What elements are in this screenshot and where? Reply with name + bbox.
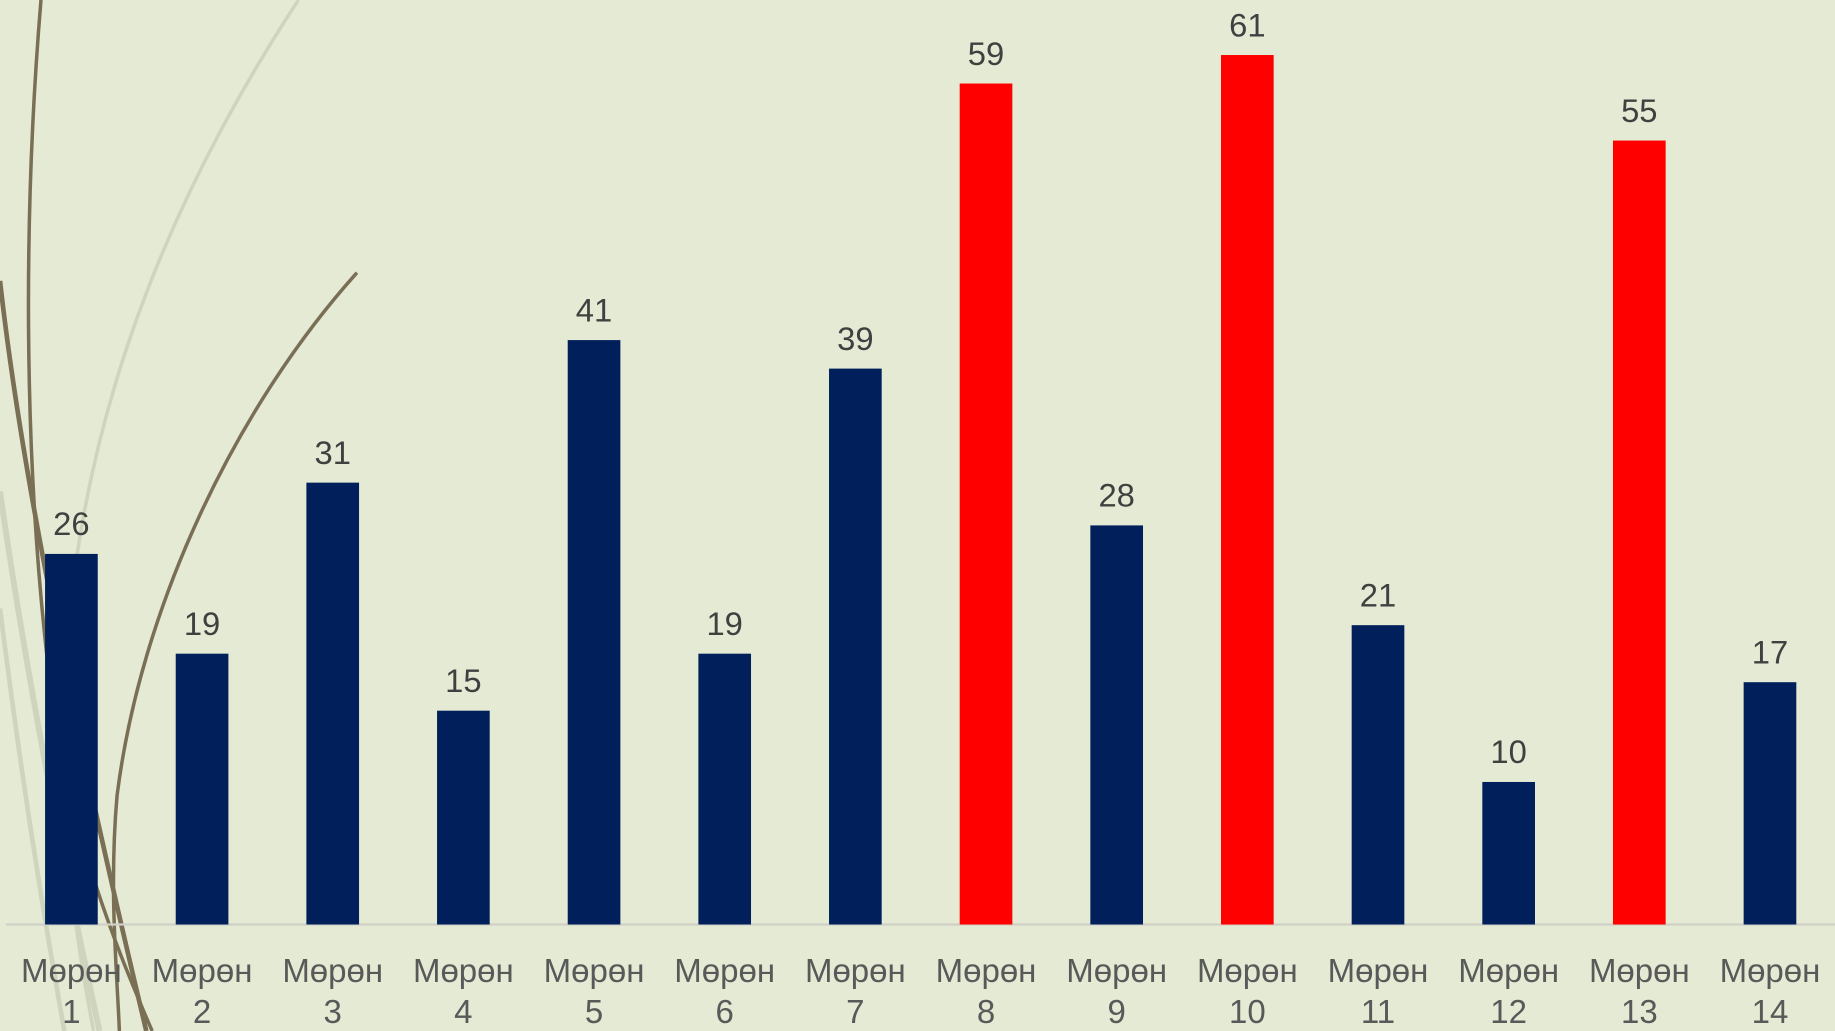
bar	[829, 368, 882, 925]
data-label: 28	[1098, 477, 1134, 514]
x-tick-label: Мөрөн 13	[1588, 952, 1690, 1031]
data-label: 15	[445, 662, 481, 699]
bar	[437, 710, 490, 925]
data-label: 21	[1360, 576, 1396, 613]
data-label: 26	[53, 505, 89, 542]
bar	[1221, 55, 1274, 925]
x-tick-label: Мөрөн 14	[1719, 952, 1821, 1031]
x-tick-label: Мөрөн 7	[804, 952, 906, 1031]
bar	[959, 83, 1013, 925]
bar	[306, 482, 360, 925]
bar	[45, 553, 98, 925]
x-tick-label: Мөрөн 6	[674, 952, 776, 1031]
bar	[1612, 140, 1666, 925]
x-tick-label: Мөрөн 12	[1458, 952, 1560, 1031]
data-label: 10	[1490, 733, 1526, 770]
bar	[1482, 781, 1535, 925]
data-label: 19	[184, 605, 220, 642]
bar	[567, 340, 621, 925]
x-tick-label: Мөрөн 1	[20, 952, 122, 1031]
bar	[698, 653, 752, 925]
x-tick-label: Мөрөн 9	[1066, 952, 1168, 1031]
data-label: 41	[576, 291, 612, 328]
x-tick-label: Мөрөн 2	[151, 952, 253, 1031]
x-tick-label: Мөрөн 5	[543, 952, 645, 1031]
bar	[175, 653, 229, 925]
data-label: 61	[1229, 6, 1265, 43]
data-label: 17	[1752, 633, 1788, 670]
x-tick-label: Мөрөн 4	[412, 952, 514, 1031]
data-label: 39	[837, 320, 873, 357]
data-label: 55	[1621, 92, 1657, 129]
data-label: 59	[968, 35, 1004, 72]
x-tick-label: Мөрөн 10	[1196, 952, 1298, 1031]
x-tick-label: Мөрөн 3	[282, 952, 384, 1031]
x-tick-label: Мөрөн 8	[935, 952, 1037, 1031]
bar	[1743, 682, 1797, 925]
bar	[1351, 625, 1405, 925]
data-label: 19	[706, 605, 742, 642]
bar	[1090, 525, 1144, 925]
data-label: 31	[315, 434, 351, 471]
x-tick-label: Мөрөн 11	[1327, 952, 1429, 1031]
